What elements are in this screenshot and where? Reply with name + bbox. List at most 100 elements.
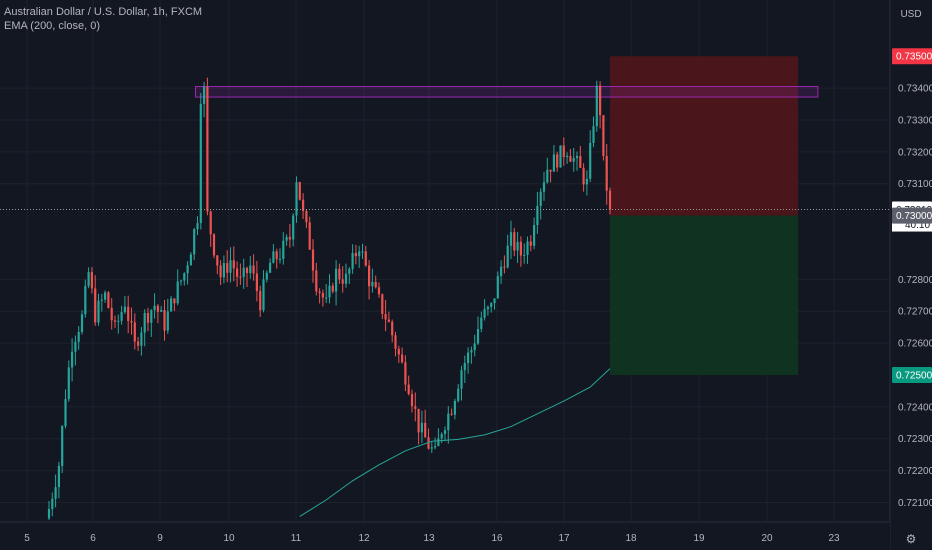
candle-body bbox=[311, 249, 315, 271]
candle-body bbox=[206, 86, 209, 212]
candle-body bbox=[242, 267, 245, 278]
candle-body bbox=[216, 255, 219, 266]
candle bbox=[255, 260, 258, 302]
candle-body bbox=[354, 252, 357, 257]
candle bbox=[153, 293, 156, 319]
candle bbox=[523, 243, 526, 264]
candle bbox=[288, 224, 291, 248]
candle-body bbox=[434, 446, 437, 448]
candle bbox=[430, 442, 433, 453]
candle bbox=[252, 254, 255, 281]
candle bbox=[384, 299, 387, 332]
candle bbox=[572, 147, 575, 172]
candle-body bbox=[199, 103, 202, 224]
x-tick-label: 16 bbox=[491, 533, 503, 544]
ema-indicator-label[interactable]: EMA (200, close, 0) bbox=[4, 20, 100, 32]
candle-body bbox=[288, 236, 291, 240]
candle bbox=[57, 461, 60, 499]
candle-body bbox=[97, 300, 100, 323]
price-label-stop: 0.73500 bbox=[892, 48, 932, 65]
candle-body bbox=[113, 320, 117, 322]
candle-body bbox=[391, 321, 394, 336]
candle bbox=[579, 145, 582, 169]
candle-body bbox=[170, 298, 173, 312]
candle bbox=[100, 293, 103, 312]
candle-body bbox=[589, 142, 592, 179]
candle bbox=[447, 406, 450, 444]
candle bbox=[219, 260, 222, 286]
candle bbox=[295, 176, 298, 223]
candle bbox=[473, 334, 476, 357]
candle bbox=[84, 279, 87, 318]
y-tick-label: 0.73400 bbox=[898, 84, 932, 95]
candle bbox=[341, 266, 344, 293]
price-label-bg bbox=[892, 207, 932, 224]
candle-body bbox=[549, 169, 552, 172]
candle bbox=[476, 316, 480, 346]
candle bbox=[516, 231, 519, 263]
candle bbox=[377, 282, 381, 298]
candle bbox=[272, 244, 275, 264]
candle-body bbox=[420, 422, 423, 433]
candle-body bbox=[80, 314, 84, 333]
price-label-text: 0.73500 bbox=[896, 52, 932, 63]
candle bbox=[410, 389, 414, 413]
candle bbox=[397, 345, 400, 363]
candle bbox=[595, 80, 598, 132]
candle-body bbox=[410, 394, 414, 407]
candle-body bbox=[335, 268, 338, 292]
candle-body bbox=[539, 191, 542, 206]
candle bbox=[529, 235, 532, 252]
candle-body bbox=[186, 265, 189, 274]
candle bbox=[97, 293, 100, 326]
candle-body bbox=[179, 280, 183, 282]
candle-body bbox=[183, 273, 186, 281]
candle bbox=[533, 217, 536, 250]
candle-body bbox=[47, 508, 51, 519]
candle bbox=[242, 258, 245, 289]
candles bbox=[47, 77, 612, 521]
candle bbox=[566, 152, 569, 164]
candle-body bbox=[371, 281, 374, 287]
candle bbox=[226, 250, 229, 283]
settings-gear-icon[interactable]: ⚙ bbox=[906, 532, 917, 546]
candle bbox=[589, 130, 592, 183]
candle-body bbox=[229, 260, 232, 273]
candle-body bbox=[562, 145, 565, 158]
candle-body bbox=[608, 190, 612, 210]
candle bbox=[470, 346, 473, 364]
candle bbox=[394, 331, 397, 357]
candle-body bbox=[473, 343, 476, 351]
candle bbox=[61, 425, 64, 474]
candle-body bbox=[295, 182, 298, 216]
candle-body bbox=[599, 85, 602, 116]
candle-body bbox=[592, 126, 595, 143]
candle bbox=[107, 291, 110, 309]
candle bbox=[113, 315, 117, 328]
candle-body bbox=[262, 279, 265, 311]
candle bbox=[338, 263, 341, 284]
candle-body bbox=[493, 298, 496, 304]
candle bbox=[146, 307, 150, 332]
candle bbox=[47, 500, 51, 521]
candle bbox=[278, 248, 282, 264]
currency-label[interactable]: USD bbox=[900, 9, 921, 20]
candle-body bbox=[196, 223, 199, 230]
candle-body bbox=[414, 406, 417, 409]
ema-line bbox=[299, 368, 611, 517]
chart-legend: Australian Dollar / U.S. Dollar, 1h, FXC… bbox=[4, 5, 202, 33]
candle bbox=[94, 275, 97, 326]
candle bbox=[212, 233, 216, 259]
candle-body bbox=[302, 199, 305, 211]
candle bbox=[463, 355, 466, 384]
candle-body bbox=[516, 241, 519, 251]
candle-body bbox=[67, 367, 70, 400]
candle-body bbox=[374, 281, 377, 288]
candle bbox=[354, 245, 357, 265]
candle-body bbox=[440, 434, 443, 439]
x-axis-ticks: 5 6 9 10 11 12 13 16 17 18 19 20 23 bbox=[24, 533, 840, 544]
candle bbox=[440, 432, 443, 444]
candle-body bbox=[566, 155, 569, 158]
candle-body bbox=[150, 310, 153, 323]
